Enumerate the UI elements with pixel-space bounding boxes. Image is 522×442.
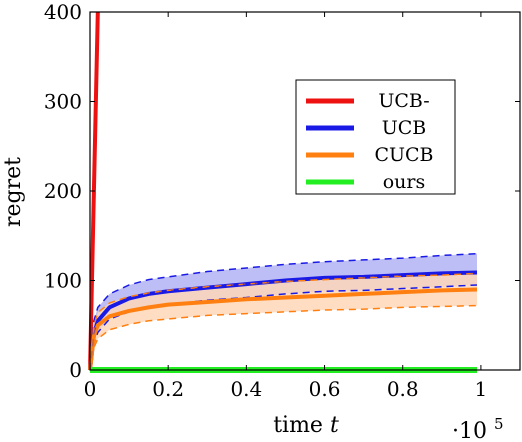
- ucb-mean-overlay: [89, 271, 478, 371]
- x-axis-label-var: t: [330, 413, 339, 438]
- y-tick-label: 400: [44, 0, 82, 24]
- cucb-mean-overlay: [89, 288, 478, 371]
- legend-label-cucb: CUCB: [374, 144, 433, 166]
- y-tick-label: 200: [44, 179, 82, 203]
- x-tick-label: 0.6: [309, 377, 341, 401]
- x-tick-label: 0: [84, 377, 97, 401]
- y-tick-label: 0: [69, 358, 82, 382]
- series-lines: [88, 11, 478, 373]
- x-tick-label: 0.2: [152, 377, 184, 401]
- cucb-confidence-band: [90, 273, 477, 370]
- legend-box: [295, 79, 456, 195]
- y-tick-label: 300: [44, 90, 82, 114]
- x-axis-label-text: time: [273, 413, 323, 438]
- y-tick-label: 100: [44, 269, 82, 293]
- x-tick-label: 0.4: [230, 377, 262, 401]
- x-axis-label: time t: [273, 413, 339, 438]
- tick-labels: 0 0.2 0.4 0.6 0.8 1 0 100 200 300 400: [44, 0, 487, 401]
- ucb-upper-bound-line: [89, 252, 478, 371]
- legend: UCB- UCB CUCB ours: [295, 79, 456, 195]
- legend-label-ucb: UCB-: [378, 90, 429, 112]
- cucb-lower-bound-line: [89, 304, 478, 371]
- x-scale-base: ·10: [452, 419, 487, 442]
- cucb-upper-bound-line: [89, 272, 478, 371]
- axis-ticks: [89, 11, 520, 371]
- legend-label-ours: ours: [383, 171, 426, 193]
- x-tick-label: 0.8: [387, 377, 419, 401]
- y-axis-label: regret: [1, 157, 26, 227]
- x-tick-label: 1: [475, 377, 488, 401]
- confidence-bands: [90, 253, 477, 370]
- legend-label-ucb: UCB: [382, 117, 427, 139]
- x-scale-factor: ·10 5: [452, 415, 504, 442]
- x-scale-exponent: 5: [494, 415, 504, 433]
